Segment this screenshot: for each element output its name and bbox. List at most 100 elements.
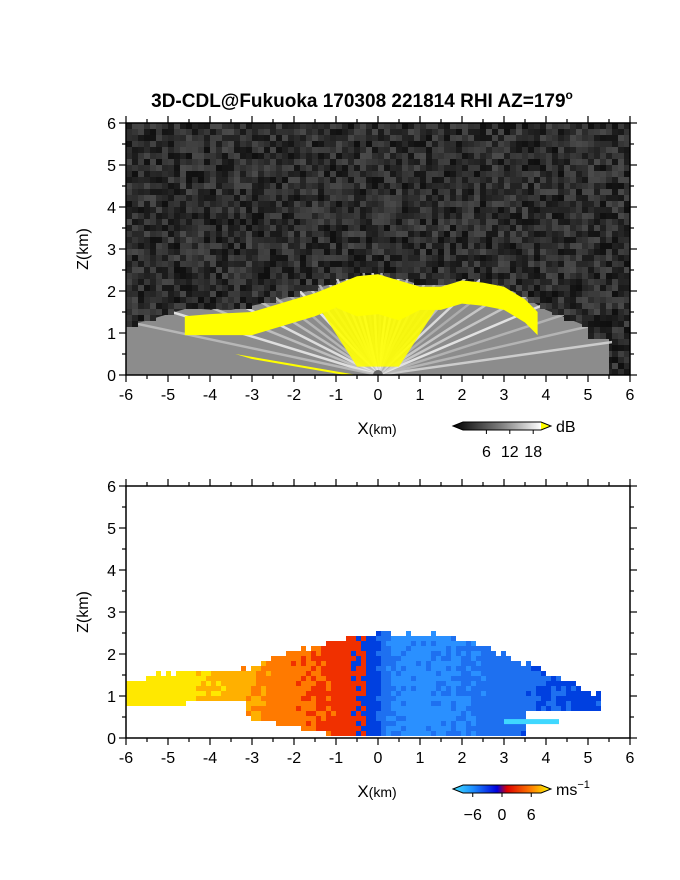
noise-cell	[210, 219, 216, 225]
noise-cell	[330, 165, 336, 171]
noise-cell	[216, 147, 222, 153]
noise-cell	[342, 195, 348, 201]
noise-cell	[186, 297, 192, 303]
noise-cell	[240, 201, 246, 207]
noise-cell	[210, 201, 216, 207]
noise-cell	[372, 135, 378, 141]
noise-cell	[336, 267, 342, 273]
noise-cell	[372, 171, 378, 177]
noise-cell	[150, 123, 156, 129]
noise-cell	[276, 261, 282, 267]
noise-cell	[132, 129, 138, 135]
noise-cell	[354, 219, 360, 225]
noise-cell	[258, 141, 264, 147]
noise-cell	[414, 153, 420, 159]
noise-cell	[216, 267, 222, 273]
noise-cell	[126, 219, 132, 225]
noise-cell	[228, 165, 234, 171]
noise-cell	[378, 261, 384, 267]
noise-cell	[198, 195, 204, 201]
noise-cell	[354, 261, 360, 267]
noise-cell	[186, 129, 192, 135]
noise-cell	[396, 135, 402, 141]
noise-cell	[396, 243, 402, 249]
noise-cell	[204, 237, 210, 243]
noise-cell	[342, 123, 348, 129]
noise-cell	[294, 195, 300, 201]
noise-cell	[258, 189, 264, 195]
noise-cell	[366, 231, 372, 237]
noise-cell	[324, 153, 330, 159]
noise-cell	[162, 207, 168, 213]
noise-cell	[282, 159, 288, 165]
noise-cell	[228, 213, 234, 219]
noise-cell	[342, 261, 348, 267]
noise-cell	[204, 165, 210, 171]
noise-cell	[168, 153, 174, 159]
noise-cell	[204, 273, 210, 279]
noise-cell	[372, 129, 378, 135]
noise-cell	[168, 141, 174, 147]
noise-cell	[294, 231, 300, 237]
noise-cell	[360, 267, 366, 273]
noise-cell	[186, 273, 192, 279]
noise-cell	[138, 153, 144, 159]
noise-cell	[396, 147, 402, 153]
noise-cell	[234, 243, 240, 249]
noise-cell	[324, 225, 330, 231]
noise-cell	[138, 231, 144, 237]
noise-cell	[156, 279, 162, 285]
noise-cell	[336, 195, 342, 201]
noise-cell	[282, 219, 288, 225]
noise-cell	[192, 171, 198, 177]
noise-cell	[210, 177, 216, 183]
noise-cell	[126, 291, 132, 297]
noise-cell	[252, 141, 258, 147]
noise-cell	[384, 237, 390, 243]
noise-cell	[348, 171, 354, 177]
noise-cell	[288, 255, 294, 261]
noise-cell	[402, 231, 408, 237]
noise-cell	[168, 297, 174, 303]
noise-cell	[162, 141, 168, 147]
noise-cell	[288, 141, 294, 147]
noise-cell	[180, 153, 186, 159]
noise-cell	[264, 213, 270, 219]
noise-cell	[204, 153, 210, 159]
noise-cell	[222, 231, 228, 237]
noise-cell	[246, 195, 252, 201]
noise-cell	[192, 237, 198, 243]
noise-cell	[144, 141, 150, 147]
noise-cell	[228, 297, 234, 303]
noise-cell	[138, 141, 144, 147]
noise-cell	[324, 147, 330, 153]
noise-cell	[396, 189, 402, 195]
noise-cell	[228, 219, 234, 225]
noise-cell	[270, 255, 276, 261]
noise-cell	[402, 219, 408, 225]
noise-cell	[366, 171, 372, 177]
noise-cell	[348, 213, 354, 219]
noise-cell	[354, 147, 360, 153]
noise-cell	[330, 177, 336, 183]
noise-cell	[126, 285, 132, 291]
noise-cell	[390, 213, 396, 219]
noise-cell	[150, 309, 156, 315]
noise-cell	[300, 261, 306, 267]
noise-cell	[144, 285, 150, 291]
noise-cell	[360, 123, 366, 129]
noise-cell	[324, 135, 330, 141]
noise-cell	[282, 243, 288, 249]
noise-cell	[174, 261, 180, 267]
noise-cell	[240, 279, 246, 285]
noise-cell	[210, 159, 216, 165]
noise-cell	[282, 141, 288, 147]
noise-cell	[222, 243, 228, 249]
noise-cell	[312, 183, 318, 189]
noise-cell	[150, 147, 156, 153]
noise-cell	[414, 189, 420, 195]
noise-cell	[288, 249, 294, 255]
noise-cell	[378, 219, 384, 225]
noise-cell	[276, 279, 282, 285]
noise-cell	[312, 159, 318, 165]
